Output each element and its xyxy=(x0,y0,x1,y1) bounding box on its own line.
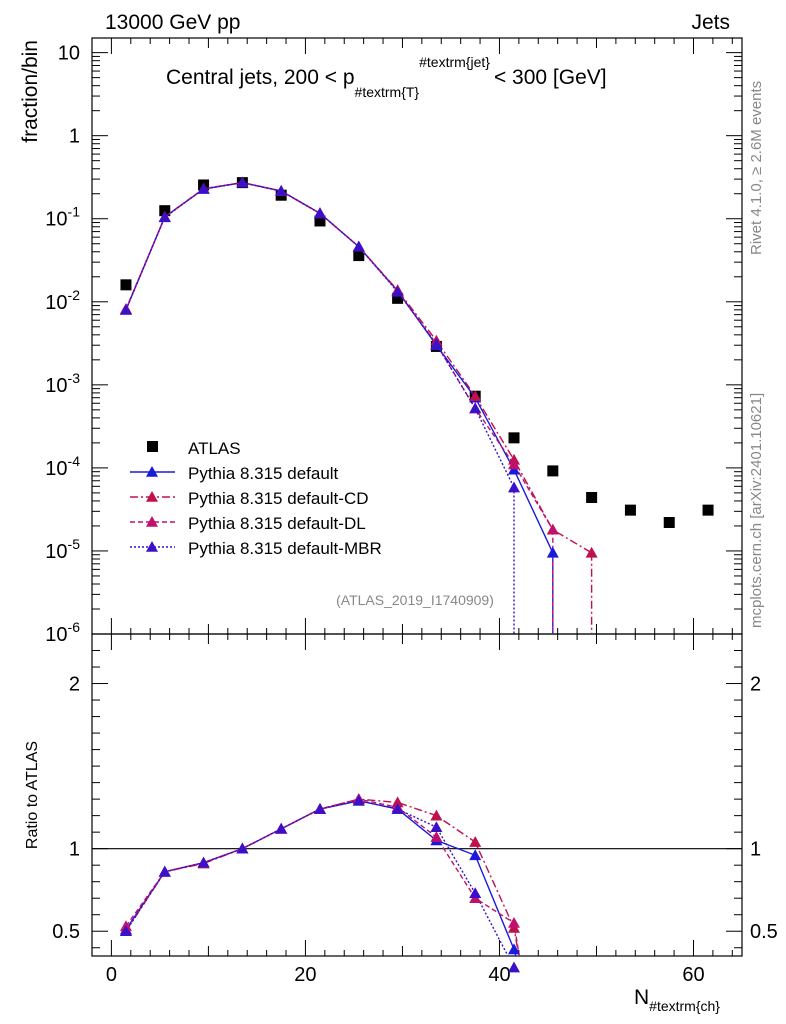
ratio-point xyxy=(197,856,210,868)
mc-point xyxy=(469,390,482,401)
ratio-y-tick-label: 0.5 xyxy=(52,921,80,943)
header-energy-label: 13000 GeV pp xyxy=(105,11,240,34)
mc-point xyxy=(313,207,326,219)
mc-point xyxy=(197,183,210,194)
mc-point xyxy=(546,546,559,558)
x-axis-title-main: N xyxy=(634,986,649,1009)
legend: ATLAS Pythia 8.315 default Pythia 8.315 de… xyxy=(130,439,382,558)
legend-label: Pythia 8.315 default-DL xyxy=(188,514,366,533)
plot-title-sub: #textrm{T} xyxy=(355,84,420,100)
atlas-data-point xyxy=(159,205,171,217)
axes-layer: 0 20 40 60 10 1 10-1 10-2 10-3 10-4 10-5 10-6 0.5 0.5… xyxy=(45,37,778,986)
ratio-point xyxy=(275,822,288,834)
atlas-data-point xyxy=(663,517,675,529)
atlas-data-point xyxy=(314,215,326,227)
y-tick-label: 10-2 xyxy=(45,287,80,314)
mc-point xyxy=(508,481,521,493)
atlas-data-point xyxy=(586,492,598,504)
plot-title: Central jets, 200 < p#textrm{T} #textrm{j… xyxy=(166,54,607,100)
mc-point xyxy=(352,240,365,252)
y-tick-label: 10 xyxy=(58,43,80,65)
analysis-label: (ATLAS_2019_I1740909) xyxy=(336,592,494,608)
ratio-point xyxy=(469,849,482,861)
x-tick-label: 20 xyxy=(294,964,316,986)
main-series-group xyxy=(120,177,714,634)
ratio-point xyxy=(313,803,326,814)
ratio-line-3 xyxy=(125,798,520,956)
ratio-axis-title: Ratio to ATLAS xyxy=(24,741,41,849)
ratio-line-2 xyxy=(125,798,520,956)
atlas-data-point xyxy=(702,504,714,516)
atlas-data-point xyxy=(547,465,559,477)
atlas-data-point xyxy=(624,504,636,516)
atlas-data-point xyxy=(508,432,520,444)
ratio-point xyxy=(430,821,443,832)
plot-title-sup: #textrm{jet} xyxy=(419,54,490,70)
ratio-point xyxy=(430,809,443,821)
mc-point xyxy=(275,184,288,196)
header-process-label: Jets xyxy=(691,11,730,34)
legend-label: Pythia 8.315 default xyxy=(188,464,339,483)
ratio-y-tick-label: 1 xyxy=(69,839,80,861)
atlas-data-point xyxy=(353,250,365,262)
atlas-data-point xyxy=(392,292,404,304)
rivet-version-label: Rivet 4.1.0, ≥ 2.6M events xyxy=(748,81,765,255)
ratio-point xyxy=(391,803,404,814)
plot-title-main: Central jets, 200 < p xyxy=(166,66,355,89)
atlas-data-point xyxy=(120,279,132,291)
mc-point xyxy=(430,338,443,349)
ratio-point xyxy=(508,916,521,928)
ratio-point xyxy=(119,925,132,937)
legend-label: Pythia 8.315 default-CD xyxy=(188,489,369,508)
legend-marker-atlas xyxy=(147,441,158,452)
ratio-point xyxy=(508,961,521,973)
ratio-y-tick-label-right: 0.5 xyxy=(750,921,778,943)
y-tick-label: 1 xyxy=(69,126,80,148)
mc-point xyxy=(119,303,132,315)
x-tick-label: 60 xyxy=(682,964,704,986)
legend-marker xyxy=(146,516,158,527)
mcplots-label: mcplots.cern.ch [arXiv:2401.10621] xyxy=(748,393,765,628)
plot-title-right: < 300 [GeV] xyxy=(494,66,607,89)
ratio-point xyxy=(508,943,521,955)
y-tick-label: 10-5 xyxy=(45,536,80,563)
ratio-line-1 xyxy=(125,800,517,956)
ratio-y-tick-label-right: 1 xyxy=(750,839,761,861)
mc-point xyxy=(585,546,598,558)
legend-label: ATLAS xyxy=(188,439,241,458)
marks-layer xyxy=(119,176,714,973)
ratio-point xyxy=(158,865,171,877)
ratio-y-tick-label-right: 2 xyxy=(750,674,761,696)
x-axis-title-sub: #textrm{ch} xyxy=(649,998,720,1014)
legend-label: Pythia 8.315 default-MBR xyxy=(188,539,382,558)
y-tick-label: 10-3 xyxy=(45,370,80,397)
mc-point xyxy=(158,211,171,223)
mc-point xyxy=(508,458,521,470)
y-tick-label: 10-6 xyxy=(45,619,80,646)
mc-point xyxy=(546,523,559,535)
mc-point xyxy=(391,285,404,297)
ratio-point xyxy=(352,794,365,806)
ratio-plot-frame xyxy=(91,633,743,957)
y-tick-label: 10-4 xyxy=(45,453,80,480)
mc-point xyxy=(469,402,482,414)
x-tick-label: 0 xyxy=(106,964,117,986)
ratio-point xyxy=(469,836,482,847)
y-tick-label: 10-1 xyxy=(45,204,80,231)
ratio-point xyxy=(236,842,249,854)
ratio-series-group xyxy=(125,798,520,956)
mc-line-4 xyxy=(125,181,515,488)
ratio-point xyxy=(430,831,443,842)
x-tick-label: 40 xyxy=(488,964,510,986)
mc-point xyxy=(236,176,249,188)
ratio-line-4 xyxy=(125,800,509,956)
y-axis-title: fraction/bin xyxy=(19,40,42,143)
ratio-point xyxy=(469,887,482,899)
ratio-y-tick-label: 2 xyxy=(69,674,80,696)
x-axis-title: N#textrm{ch} xyxy=(634,986,720,1014)
